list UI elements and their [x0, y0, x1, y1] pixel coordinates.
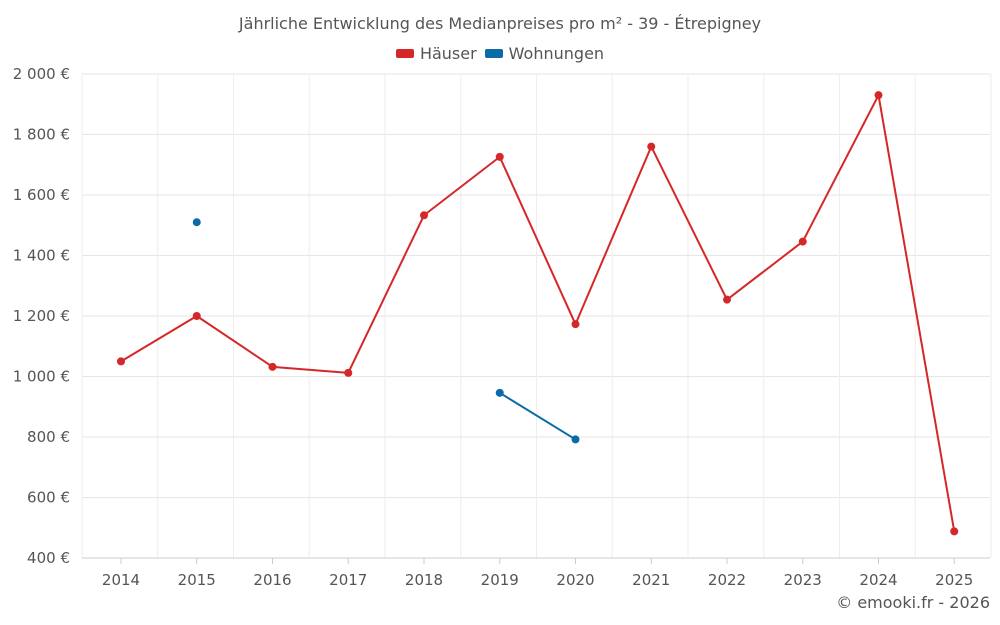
legend-label-wohnungen: Wohnungen [508, 44, 605, 63]
data-point-haeuser[interactable] [950, 527, 959, 536]
legend-item-wohnungen[interactable]: Wohnungen [484, 44, 605, 63]
data-point-haeuser[interactable] [798, 237, 807, 246]
legend-label-haeuser: Häuser [419, 44, 477, 63]
y-tick-label: 2 000 € [13, 65, 70, 83]
data-point-haeuser[interactable] [723, 295, 731, 304]
data-point-haeuser[interactable] [874, 91, 883, 100]
legend: Häuser Wohnungen [0, 44, 1000, 63]
chart-title: Jährliche Entwicklung des Medianpreises … [238, 14, 762, 33]
y-tick-label: 1 600 € [13, 186, 70, 204]
x-tick-label: 2025 [935, 571, 973, 589]
x-tick-label: 2017 [329, 571, 367, 589]
x-tick-label: 2022 [708, 571, 746, 589]
y-tick-label: 1 200 € [13, 307, 70, 325]
y-tick-label: 400 € [27, 549, 70, 567]
x-tick-label: 2019 [481, 571, 519, 589]
x-tick-label: 2020 [556, 571, 594, 589]
data-point-haeuser[interactable] [571, 320, 580, 329]
x-tick-label: 2016 [253, 571, 291, 589]
x-tick-label: 2023 [784, 571, 822, 589]
x-tick-label: 2015 [178, 571, 216, 589]
credit-text: © emooki.fr - 2026 [836, 593, 990, 612]
y-tick-label: 1 400 € [13, 247, 70, 265]
y-tick-label: 1 000 € [13, 368, 70, 386]
y-tick-label: 600 € [27, 489, 70, 507]
y-tick-label: 1 800 € [13, 126, 70, 144]
x-tick-label: 2014 [102, 571, 140, 589]
x-tick-label: 2024 [859, 571, 897, 589]
series-line-wohnungen [499, 391, 577, 441]
data-point-haeuser[interactable] [268, 362, 277, 371]
series-line-haeuser [120, 94, 956, 532]
y-tick-label: 800 € [27, 428, 70, 446]
legend-swatch-haeuser [395, 49, 414, 58]
x-tick-label: 2018 [405, 571, 443, 589]
data-point-wohnungen[interactable] [571, 435, 580, 444]
x-tick-label: 2021 [632, 571, 670, 589]
data-point-haeuser[interactable] [117, 357, 125, 366]
data-point-haeuser[interactable] [344, 368, 353, 377]
legend-swatch-wohnungen [484, 49, 503, 58]
data-point-haeuser[interactable] [192, 312, 201, 320]
data-point-haeuser[interactable] [495, 152, 504, 161]
data-point-haeuser[interactable] [647, 142, 656, 151]
data-point-wohnungen[interactable] [192, 218, 201, 227]
legend-item-haeuser[interactable]: Häuser [395, 44, 477, 63]
data-point-wohnungen[interactable] [495, 388, 504, 397]
data-point-haeuser[interactable] [420, 211, 428, 220]
